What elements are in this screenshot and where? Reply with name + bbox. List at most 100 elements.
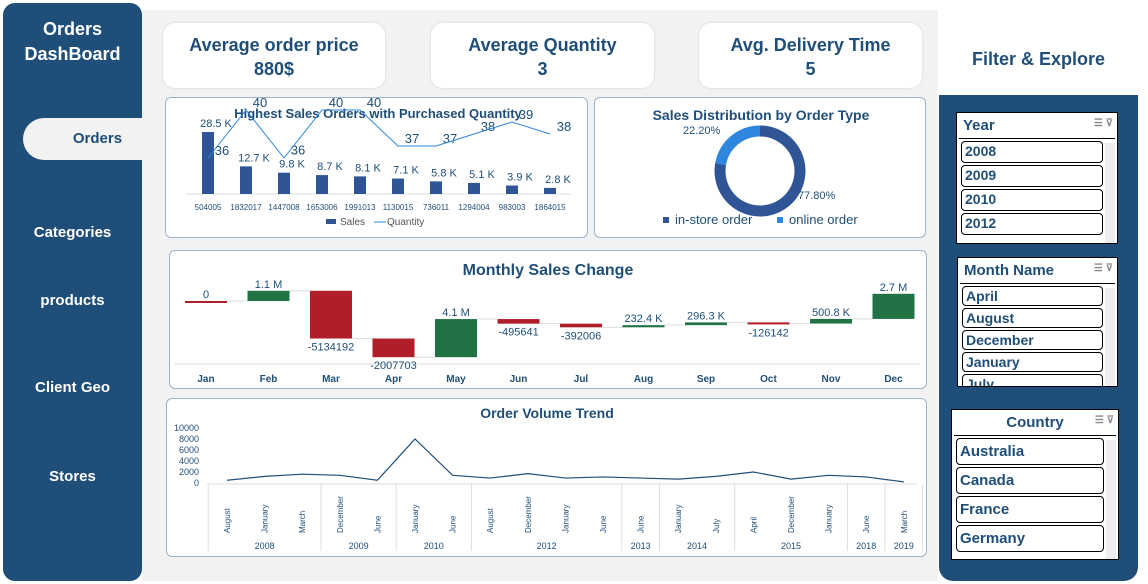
country-slicer: Country ☰ ⊽ Australia Canada France Germany (951, 409, 1119, 560)
sales-bar (278, 172, 290, 194)
quantity-line (207, 109, 551, 159)
multi-select-icon[interactable]: ☰ (1094, 415, 1104, 426)
top-sales-chart: Highest Sales Orders with Purchased Quan… (165, 95, 588, 238)
x-tick-label: Jun (510, 374, 528, 385)
x-tick-label: 1991013 (344, 203, 376, 212)
sales-label: 3.9 K (507, 172, 533, 184)
slicer-item-2009[interactable]: 2009 (961, 165, 1103, 187)
clear-filter-icon[interactable]: ⊽ (1106, 415, 1114, 426)
kpi-avg-quantity: Average Quantity 3 (431, 23, 654, 88)
chart-title: Order Volume Trend (480, 405, 614, 421)
value-label: 4.1 M (442, 307, 470, 319)
waterfall-bar (622, 325, 665, 328)
kpi-value: 880$ (253, 59, 295, 79)
nav-products[interactable]: products (40, 292, 105, 309)
waterfall-bar (247, 290, 290, 301)
kpi-avg-order-price: Average order price 880$ (163, 23, 385, 88)
waterfall-bar (872, 293, 915, 319)
slicer-item-august[interactable]: August (962, 308, 1103, 328)
slicer-item-australia[interactable]: Australia (956, 438, 1104, 465)
chart-title: Monthly Sales Change (463, 262, 634, 279)
scrollbar[interactable] (1105, 288, 1115, 386)
x-tick-label: Apr (385, 374, 402, 385)
x-tick-year: 2014 (687, 541, 707, 551)
slicer-item-july[interactable]: July (962, 374, 1103, 386)
nav-categories[interactable]: Categories (33, 224, 112, 241)
value-label: 296.3 K (687, 310, 726, 322)
y-tick-label: 0 (194, 478, 199, 488)
quantity-label: 40 (367, 98, 381, 110)
slicer-item-2010[interactable]: 2010 (961, 189, 1103, 211)
nav-orders[interactable]: Orders (23, 118, 142, 160)
clear-filter-icon[interactable]: ⊽ (1105, 263, 1113, 274)
slicer-item-january[interactable]: January (962, 352, 1103, 372)
multi-select-icon[interactable]: ☰ (1093, 118, 1103, 129)
x-tick-month: July (712, 519, 721, 533)
value-label: 2.7 M (880, 282, 908, 294)
x-tick-month: December (787, 496, 796, 533)
donut-slice (714, 125, 806, 217)
sales-bar (544, 187, 556, 194)
kpi-label: Average order price (189, 35, 359, 55)
chart-title: Sales Distribution by Order Type (653, 107, 870, 123)
x-tick-label: 1447008 (268, 203, 300, 212)
clear-filter-icon[interactable]: ⊽ (1105, 118, 1113, 129)
waterfall-bar (810, 318, 852, 324)
sales-label: 7.1 K (393, 165, 419, 177)
x-tick-month: June (637, 515, 646, 533)
waterfall-bar (497, 319, 540, 324)
x-tick-label: Feb (260, 374, 278, 385)
slicer-item-2012[interactable]: 2012 (961, 213, 1103, 235)
y-tick-label: 6000 (179, 445, 199, 455)
waterfall-bar (185, 301, 227, 303)
order-volume-chart: Order Volume Trend 0 2000 4000 6000 8000 10000… (166, 398, 927, 557)
x-tick-month: January (561, 505, 570, 533)
x-tick-month: June (373, 515, 382, 533)
x-tick-year: 2010 (424, 541, 444, 551)
nav-stores[interactable]: Stores (49, 468, 96, 485)
quantity-label: 37 (443, 131, 457, 146)
scrollbar[interactable] (1106, 440, 1116, 559)
month-slicer: Month Name ☰ ⊽ April August December January… (957, 257, 1118, 387)
slice-label: 22.20% (683, 125, 721, 137)
value-label: 232.4 K (625, 313, 664, 325)
waterfall-bar (747, 322, 790, 325)
x-tick-label: 504005 (195, 203, 222, 212)
sales-label: 9.8 K (279, 159, 305, 171)
x-tick-month: March (900, 511, 909, 533)
slicer-item-2008[interactable]: 2008 (961, 141, 1103, 163)
kpi-value: 3 (537, 59, 548, 79)
multi-select-icon[interactable]: ☰ (1093, 263, 1103, 274)
sales-bar (468, 182, 480, 194)
value-label: 1.1 M (255, 279, 283, 291)
x-tick-label: Sep (697, 374, 715, 385)
nav-client-geo[interactable]: Client Geo (34, 379, 110, 396)
quantity-label: 39 (519, 107, 533, 122)
quantity-label: 36 (215, 143, 229, 158)
x-tick-label: 1653006 (306, 203, 338, 212)
slicer-item-germany[interactable]: Germany (956, 525, 1104, 552)
legend-swatch (777, 217, 783, 223)
slicer-item-france[interactable]: France (956, 496, 1104, 523)
x-tick-month: December (524, 496, 533, 533)
quantity-label: 40 (329, 98, 343, 110)
x-tick-label: 1832017 (230, 203, 262, 212)
legend-quantity: Quantity (387, 217, 424, 228)
slicer-item-december[interactable]: December (962, 330, 1103, 350)
value-label: 500.8 K (812, 307, 851, 319)
sidebar: Orders DashBoard Orders Categories produ… (3, 3, 142, 581)
x-tick-label: Nov (822, 374, 841, 385)
x-tick-month: April (749, 517, 758, 533)
slicer-item-april[interactable]: April (962, 286, 1103, 306)
scrollbar[interactable] (1105, 143, 1115, 243)
x-tick-label: 1294004 (458, 203, 490, 212)
sales-bar (316, 175, 328, 194)
x-tick-month: August (486, 507, 495, 533)
y-tick-label: 4000 (179, 456, 199, 466)
x-tick-month: June (599, 515, 608, 533)
sales-label: 28.5 K (200, 118, 232, 130)
x-tick-year: 2018 (856, 541, 876, 551)
x-tick-label: Oct (760, 374, 777, 385)
sales-bar (430, 181, 442, 194)
slicer-item-canada[interactable]: Canada (956, 467, 1104, 494)
